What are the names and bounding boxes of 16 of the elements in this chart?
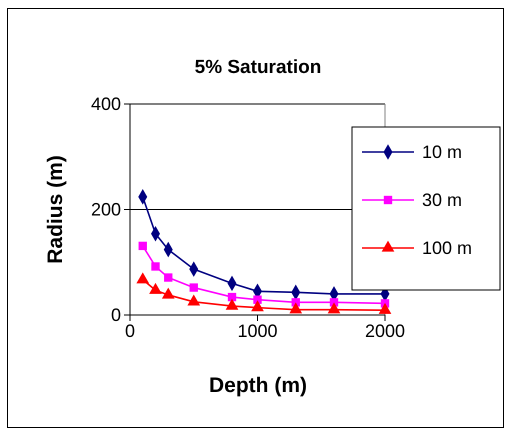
x-tick-label: 0 (124, 320, 136, 341)
y-tick-label: 0 (110, 304, 121, 325)
y-tick-label: 200 (90, 199, 121, 220)
y-axis-title: Radius (m) (44, 155, 67, 264)
point (138, 242, 147, 250)
point (190, 283, 198, 292)
legend-label: 30 m (422, 190, 462, 210)
point (151, 262, 160, 271)
legend-label: 10 m (422, 142, 462, 162)
legend-label: 100 m (422, 238, 472, 258)
point (164, 273, 172, 282)
y-tick-label: 400 (90, 94, 121, 114)
x-tick-label: 2000 (364, 320, 406, 341)
chart-title: 5% Saturation (194, 57, 322, 78)
x-axis-title: Depth (m) (209, 374, 307, 397)
x-tick-label: 1000 (237, 320, 278, 341)
